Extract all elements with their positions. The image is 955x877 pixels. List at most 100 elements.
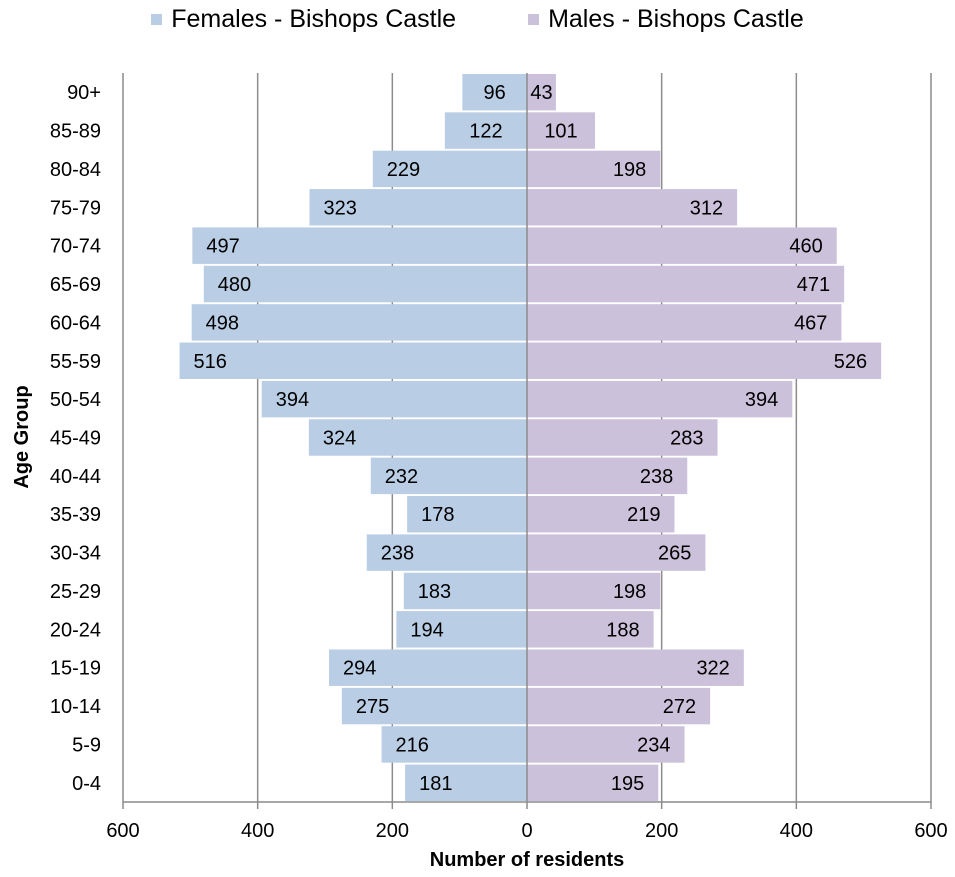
x-tick-label: 400: [780, 820, 813, 842]
bar-females-5-9: [381, 726, 527, 763]
bar-females-75-79: [309, 189, 527, 226]
data-labels: 1812162752941941832381782323243945164984…: [194, 82, 868, 795]
data-label-females-60-64: 498: [206, 312, 239, 334]
bar-males-55-59: [527, 342, 882, 379]
data-label-females-75-79: 323: [324, 197, 357, 219]
bar-females-20-24: [396, 611, 527, 648]
y-tick-label-0-4: 0-4: [72, 773, 101, 795]
bar-males-10-14: [527, 687, 711, 725]
y-tick-label-40-44: 40-44: [50, 466, 101, 488]
data-label-females-55-59: 516: [194, 351, 227, 373]
bar-females-30-34: [366, 534, 527, 571]
bar-males-90+: [527, 73, 556, 111]
data-label-females-5-9: 216: [396, 734, 429, 756]
data-label-females-0-4: 181: [419, 773, 452, 795]
bar-females-90+: [462, 73, 527, 111]
data-label-males-45-49: 283: [670, 428, 703, 450]
y-tick-label-5-9: 5-9: [72, 734, 101, 756]
x-axis-title: Number of residents: [430, 849, 624, 871]
data-label-females-85-89: 122: [469, 121, 502, 143]
y-tick-label-25-29: 25-29: [50, 581, 101, 603]
data-label-females-90+: 96: [484, 82, 506, 104]
bar-males-50-54: [527, 380, 793, 418]
y-tick-label-10-14: 10-14: [50, 696, 101, 718]
data-label-males-65-69: 471: [797, 274, 830, 296]
y-tick-label-45-49: 45-49: [50, 428, 101, 450]
x-tick-label: 0: [521, 820, 532, 842]
bar-males-40-44: [527, 457, 688, 495]
data-label-males-70-74: 460: [789, 236, 822, 258]
x-tick-label: 200: [645, 820, 678, 842]
bar-males-25-29: [527, 572, 661, 610]
data-label-females-35-39: 178: [421, 504, 454, 526]
data-label-females-70-74: 497: [206, 236, 239, 258]
bar-females-0-4: [405, 764, 527, 802]
bar-females-80-84: [372, 150, 527, 188]
y-tick-label-85-89: 85-89: [50, 121, 101, 143]
data-label-males-85-89: 101: [544, 121, 577, 143]
bar-males-0-4: [527, 764, 659, 802]
data-label-males-5-9: 234: [637, 734, 670, 756]
bar-males-5-9: [527, 726, 685, 763]
data-label-females-65-69: 480: [218, 274, 251, 296]
bar-males-30-34: [527, 534, 706, 571]
y-tick-label-65-69: 65-69: [50, 274, 101, 296]
data-label-males-50-54: 394: [745, 389, 778, 411]
bar-males-70-74: [527, 227, 837, 264]
bar-females-45-49: [308, 419, 527, 456]
x-tick-label: 600: [106, 820, 139, 842]
data-label-females-15-19: 294: [343, 658, 376, 680]
bar-females-10-14: [341, 687, 527, 725]
y-axis-tick-labels: 0-4 5-9 10-14 15-19 20-24 25-29 30-34 35-39 40-4…: [50, 82, 101, 795]
y-tick-label-50-54: 50-54: [50, 389, 101, 411]
data-label-females-40-44: 232: [385, 466, 418, 488]
data-label-females-20-24: 194: [410, 619, 443, 641]
data-label-females-45-49: 324: [323, 428, 356, 450]
legend-item-males: Males - Bishops Castle: [528, 4, 804, 34]
y-tick-label-35-39: 35-39: [50, 504, 101, 526]
bar-males-80-84: [527, 150, 661, 188]
data-label-males-60-64: 467: [794, 312, 827, 334]
y-tick-label-75-79: 75-79: [50, 197, 101, 219]
data-label-males-0-4: 195: [611, 773, 644, 795]
data-label-females-10-14: 275: [356, 696, 389, 718]
center-axis: [122, 73, 932, 809]
y-tick-label-70-74: 70-74: [50, 236, 101, 258]
data-label-males-15-19: 322: [696, 658, 729, 680]
data-label-males-30-34: 265: [658, 543, 691, 565]
y-tick-label-30-34: 30-34: [50, 543, 101, 565]
y-tick-label-15-19: 15-19: [50, 658, 101, 680]
bar-females-35-39: [407, 496, 527, 533]
x-tick-label: 600: [914, 820, 947, 842]
data-label-males-40-44: 238: [640, 466, 673, 488]
bar-females-15-19: [329, 649, 527, 686]
data-label-males-25-29: 198: [613, 581, 646, 603]
legend-swatch-females: [151, 13, 163, 25]
bar-males-75-79: [527, 189, 738, 226]
legend-swatch-males: [528, 13, 540, 25]
bar-females-60-64: [191, 304, 527, 341]
data-label-males-55-59: 526: [834, 351, 867, 373]
bar-males-65-69: [527, 265, 845, 303]
x-tick-label: 400: [241, 820, 274, 842]
y-tick-label-55-59: 55-59: [50, 351, 101, 373]
data-label-females-50-54: 394: [276, 389, 309, 411]
x-axis-tick-labels: 600 400 200 0 200 400 600: [106, 820, 947, 842]
bar-males-20-24: [527, 611, 654, 648]
bars: [179, 73, 882, 802]
y-tick-label-20-24: 20-24: [50, 619, 101, 641]
data-label-males-75-79: 312: [690, 197, 723, 219]
bar-females-55-59: [179, 342, 527, 379]
x-tick-label: 200: [376, 820, 409, 842]
data-label-males-80-84: 198: [613, 159, 646, 181]
bar-females-50-54: [261, 380, 527, 418]
data-label-males-20-24: 188: [606, 619, 639, 641]
legend-label-males: Males - Bishops Castle: [548, 5, 804, 33]
bar-males-60-64: [527, 304, 842, 341]
bar-females-40-44: [370, 457, 527, 495]
data-label-females-80-84: 229: [387, 159, 420, 181]
bar-females-25-29: [403, 572, 527, 610]
data-label-females-30-34: 238: [381, 543, 414, 565]
y-tick-label-80-84: 80-84: [50, 159, 101, 181]
